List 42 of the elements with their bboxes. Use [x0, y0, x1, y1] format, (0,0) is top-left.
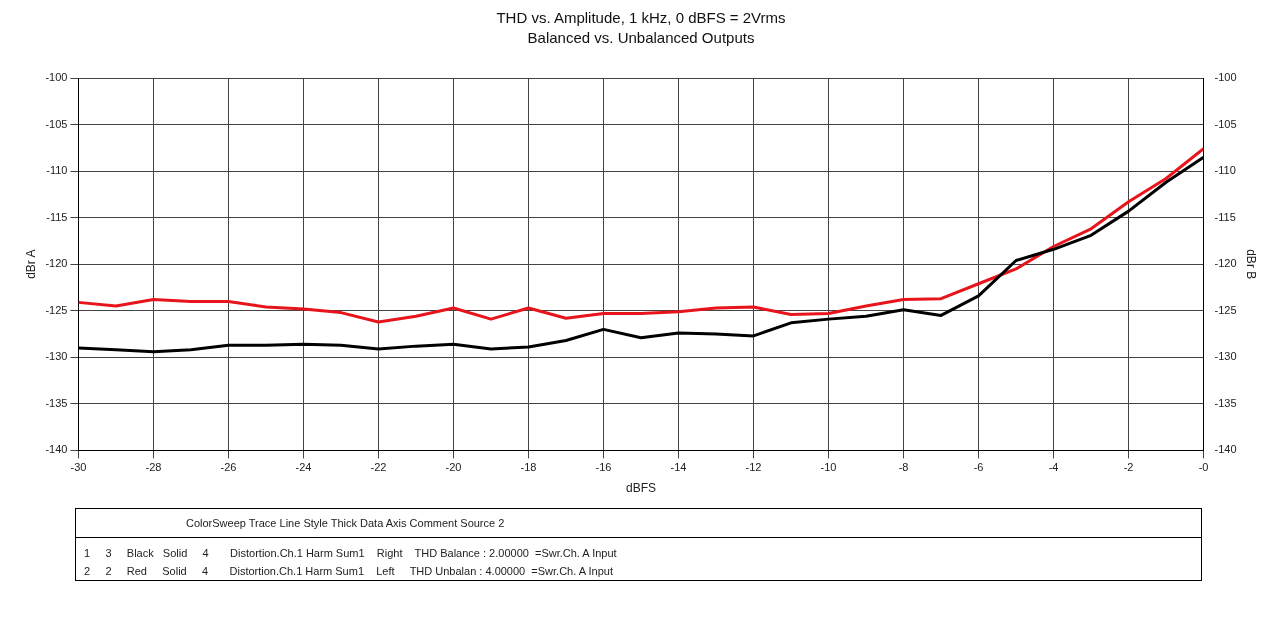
- y2-tick-label: -140: [1214, 443, 1237, 456]
- y-tick-label: -140: [45, 443, 68, 456]
- y-tick-label: -130: [45, 350, 68, 363]
- y2-tick-label: -105: [1214, 117, 1237, 130]
- text: 2 2 Red Solid 4 Distortion.Ch.1 Harm Sum1 Left THD Unbalan : 4.00000 =Swr.Ch. A Input: [83, 564, 614, 579]
- x-tick-label: -0: [1198, 461, 1209, 474]
- x-tick-label: -22: [370, 461, 387, 474]
- x-tick-label: -12: [745, 461, 762, 474]
- y-axis-title: dBr A: [23, 249, 38, 279]
- x-tick-label: -16: [595, 461, 612, 474]
- y2-axis-title: dBr B: [1244, 249, 1259, 280]
- chart-title: THD vs. Amplitude, 1 kHz, 0 dBFS = 2Vrms: [496, 9, 786, 27]
- y2-tick-label: -135: [1214, 396, 1237, 409]
- x-tick-label: -18: [520, 461, 537, 474]
- x-tick-label: -30: [70, 461, 87, 474]
- x-tick-label: -8: [898, 461, 909, 474]
- y2-tick-label: -115: [1214, 210, 1236, 223]
- x-tick-label: -26: [220, 461, 237, 474]
- x-axis-title: dBFS: [625, 481, 657, 496]
- x-tick-label: -14: [670, 461, 687, 474]
- x-tick-label: -6: [973, 461, 984, 474]
- text: ColorSweep Trace Line Style Thick Data Axis Comment Source 2: [76, 509, 1201, 538]
- x-tick-label: -2: [1123, 461, 1134, 474]
- chart-subtitle: Balanced vs. Unbalanced Outputs: [527, 29, 755, 47]
- y2-tick-label: -130: [1214, 350, 1237, 363]
- y2-tick-label: -110: [1214, 164, 1236, 177]
- y2-tick-label: -100: [1214, 71, 1237, 84]
- x-tick-label: -28: [145, 461, 162, 474]
- x-tick-label: -20: [445, 461, 462, 474]
- text: 1 3 Black Solid 4 Distortion.Ch.1 Harm Sum1 Right THD Balance : 2.00000 =Swr.Ch. A Input: [83, 546, 618, 561]
- y-tick-label: -125: [45, 303, 68, 316]
- y-tick-label: -135: [45, 396, 68, 409]
- y2-tick-label: -120: [1214, 257, 1237, 270]
- y-tick-label: -100: [45, 71, 68, 84]
- y-tick-label: -110: [46, 164, 68, 177]
- y-tick-label: -105: [45, 117, 68, 130]
- x-tick-label: -10: [820, 461, 837, 474]
- y-tick-label: -120: [45, 257, 68, 270]
- x-tick-label: -4: [1048, 461, 1059, 474]
- y-tick-label: -115: [46, 210, 68, 223]
- x-tick-label: -24: [295, 461, 312, 474]
- y2-tick-label: -125: [1214, 303, 1237, 316]
